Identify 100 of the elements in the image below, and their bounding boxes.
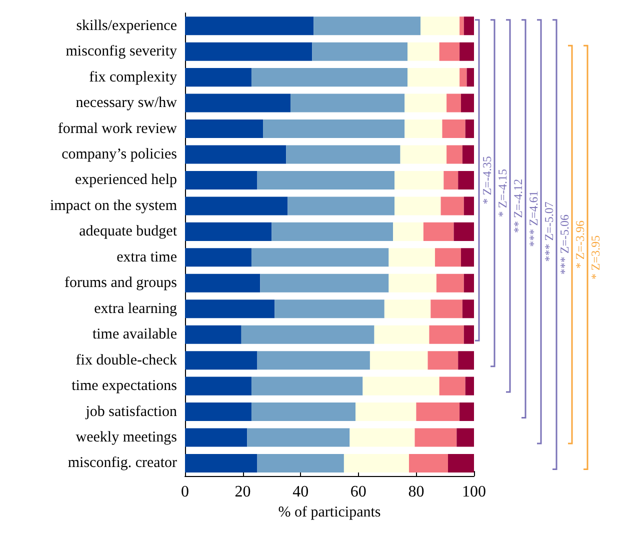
- bar: [442, 120, 466, 138]
- bar: [439, 42, 460, 61]
- bar: [185, 454, 258, 472]
- bar: [460, 68, 467, 87]
- bar: [456, 428, 474, 447]
- bar: [454, 222, 474, 241]
- bar: [241, 325, 374, 344]
- bar: [314, 16, 421, 36]
- y-tick-label: job satisfaction: [84, 404, 178, 420]
- bar: [408, 68, 460, 87]
- x-tick-label: 60: [350, 484, 366, 501]
- bar: [460, 42, 474, 61]
- text: * Z=-3.96: [573, 220, 587, 269]
- bar: [362, 376, 440, 396]
- y-tick-label: weekly meetings: [76, 430, 178, 446]
- bar: [185, 376, 252, 396]
- bar: [185, 428, 248, 447]
- bar: [251, 376, 363, 396]
- bar: [466, 68, 474, 87]
- bar: [251, 248, 389, 267]
- bar: [436, 274, 464, 292]
- y-tick-label: misconfig. creator: [68, 455, 178, 472]
- y-tick-label: experienced help: [74, 172, 177, 188]
- y-tick-label: skills/experience: [76, 18, 178, 34]
- bar: [263, 120, 405, 138]
- y-tick-label: fix double-check: [76, 352, 178, 368]
- bar: [251, 68, 408, 87]
- bar: [464, 196, 474, 216]
- bar: [370, 351, 428, 370]
- bar: [185, 325, 242, 344]
- bar: [420, 16, 460, 36]
- bar: [464, 325, 474, 344]
- bar: [272, 222, 394, 241]
- bar: [414, 428, 457, 447]
- bar: [185, 274, 260, 292]
- bar: [394, 170, 444, 190]
- bar: [430, 300, 462, 318]
- bar: [185, 351, 258, 370]
- text: *** Z=-5.06: [558, 214, 572, 275]
- bar: [260, 274, 389, 292]
- bar: [388, 248, 435, 267]
- bar: [185, 170, 258, 190]
- bar: [185, 402, 252, 422]
- x-tick-label: 80: [408, 484, 424, 501]
- text: *** Z=4.61: [526, 190, 540, 247]
- bar: [460, 402, 474, 422]
- bar: [247, 428, 350, 447]
- x-tick-label: 40: [292, 484, 309, 501]
- bar: [408, 454, 448, 472]
- bar: [185, 248, 252, 267]
- bar: [350, 428, 415, 447]
- y-tick-label: extra time: [116, 249, 178, 266]
- bar: [446, 145, 462, 164]
- y-tick-label: misconfig severity: [66, 44, 178, 60]
- bar: [458, 170, 474, 190]
- bar: [460, 94, 474, 112]
- bar: [356, 402, 416, 422]
- bar: [185, 16, 314, 36]
- text: * Z=3.95: [588, 235, 602, 280]
- x-axis-title: % of participants: [278, 504, 381, 520]
- bar: [440, 196, 464, 216]
- bar: [290, 94, 405, 112]
- bar: [388, 274, 436, 292]
- bar: [458, 351, 474, 370]
- bar: [185, 300, 275, 318]
- bar: [462, 300, 474, 318]
- text: * Z=-4.35: [480, 156, 494, 204]
- bar: [400, 145, 447, 164]
- y-tick-label: time available: [92, 326, 178, 343]
- bar: [408, 42, 440, 61]
- bar: [439, 376, 466, 396]
- bar: [446, 94, 461, 112]
- x-tick-label: 20: [234, 484, 251, 501]
- bar: [257, 170, 395, 190]
- text: * Z=-4.15: [496, 169, 510, 218]
- y-tick-label: impact on the system: [50, 198, 178, 214]
- bar: [460, 16, 464, 36]
- bar: [312, 42, 408, 61]
- bar: [393, 222, 424, 241]
- bar: [404, 120, 442, 138]
- bar: [374, 325, 430, 344]
- bar: [185, 120, 264, 138]
- bar: [460, 248, 474, 267]
- y-tick-label: forums and groups: [64, 275, 178, 292]
- bar: [286, 145, 400, 164]
- bar: [394, 196, 441, 216]
- bar: [462, 145, 474, 164]
- bar: [344, 454, 409, 472]
- y-tick-label: company’s policies: [62, 146, 178, 163]
- bar: [185, 94, 290, 112]
- bar: [257, 454, 344, 472]
- x-tick-label: 0: [181, 484, 189, 501]
- bar: [448, 454, 474, 472]
- bar: [428, 351, 458, 370]
- bar: [251, 402, 356, 422]
- bar: [465, 376, 474, 396]
- bar: [464, 16, 474, 36]
- text: *** Z=-5.07: [542, 202, 556, 262]
- bar: [434, 248, 461, 267]
- bar: [274, 300, 384, 318]
